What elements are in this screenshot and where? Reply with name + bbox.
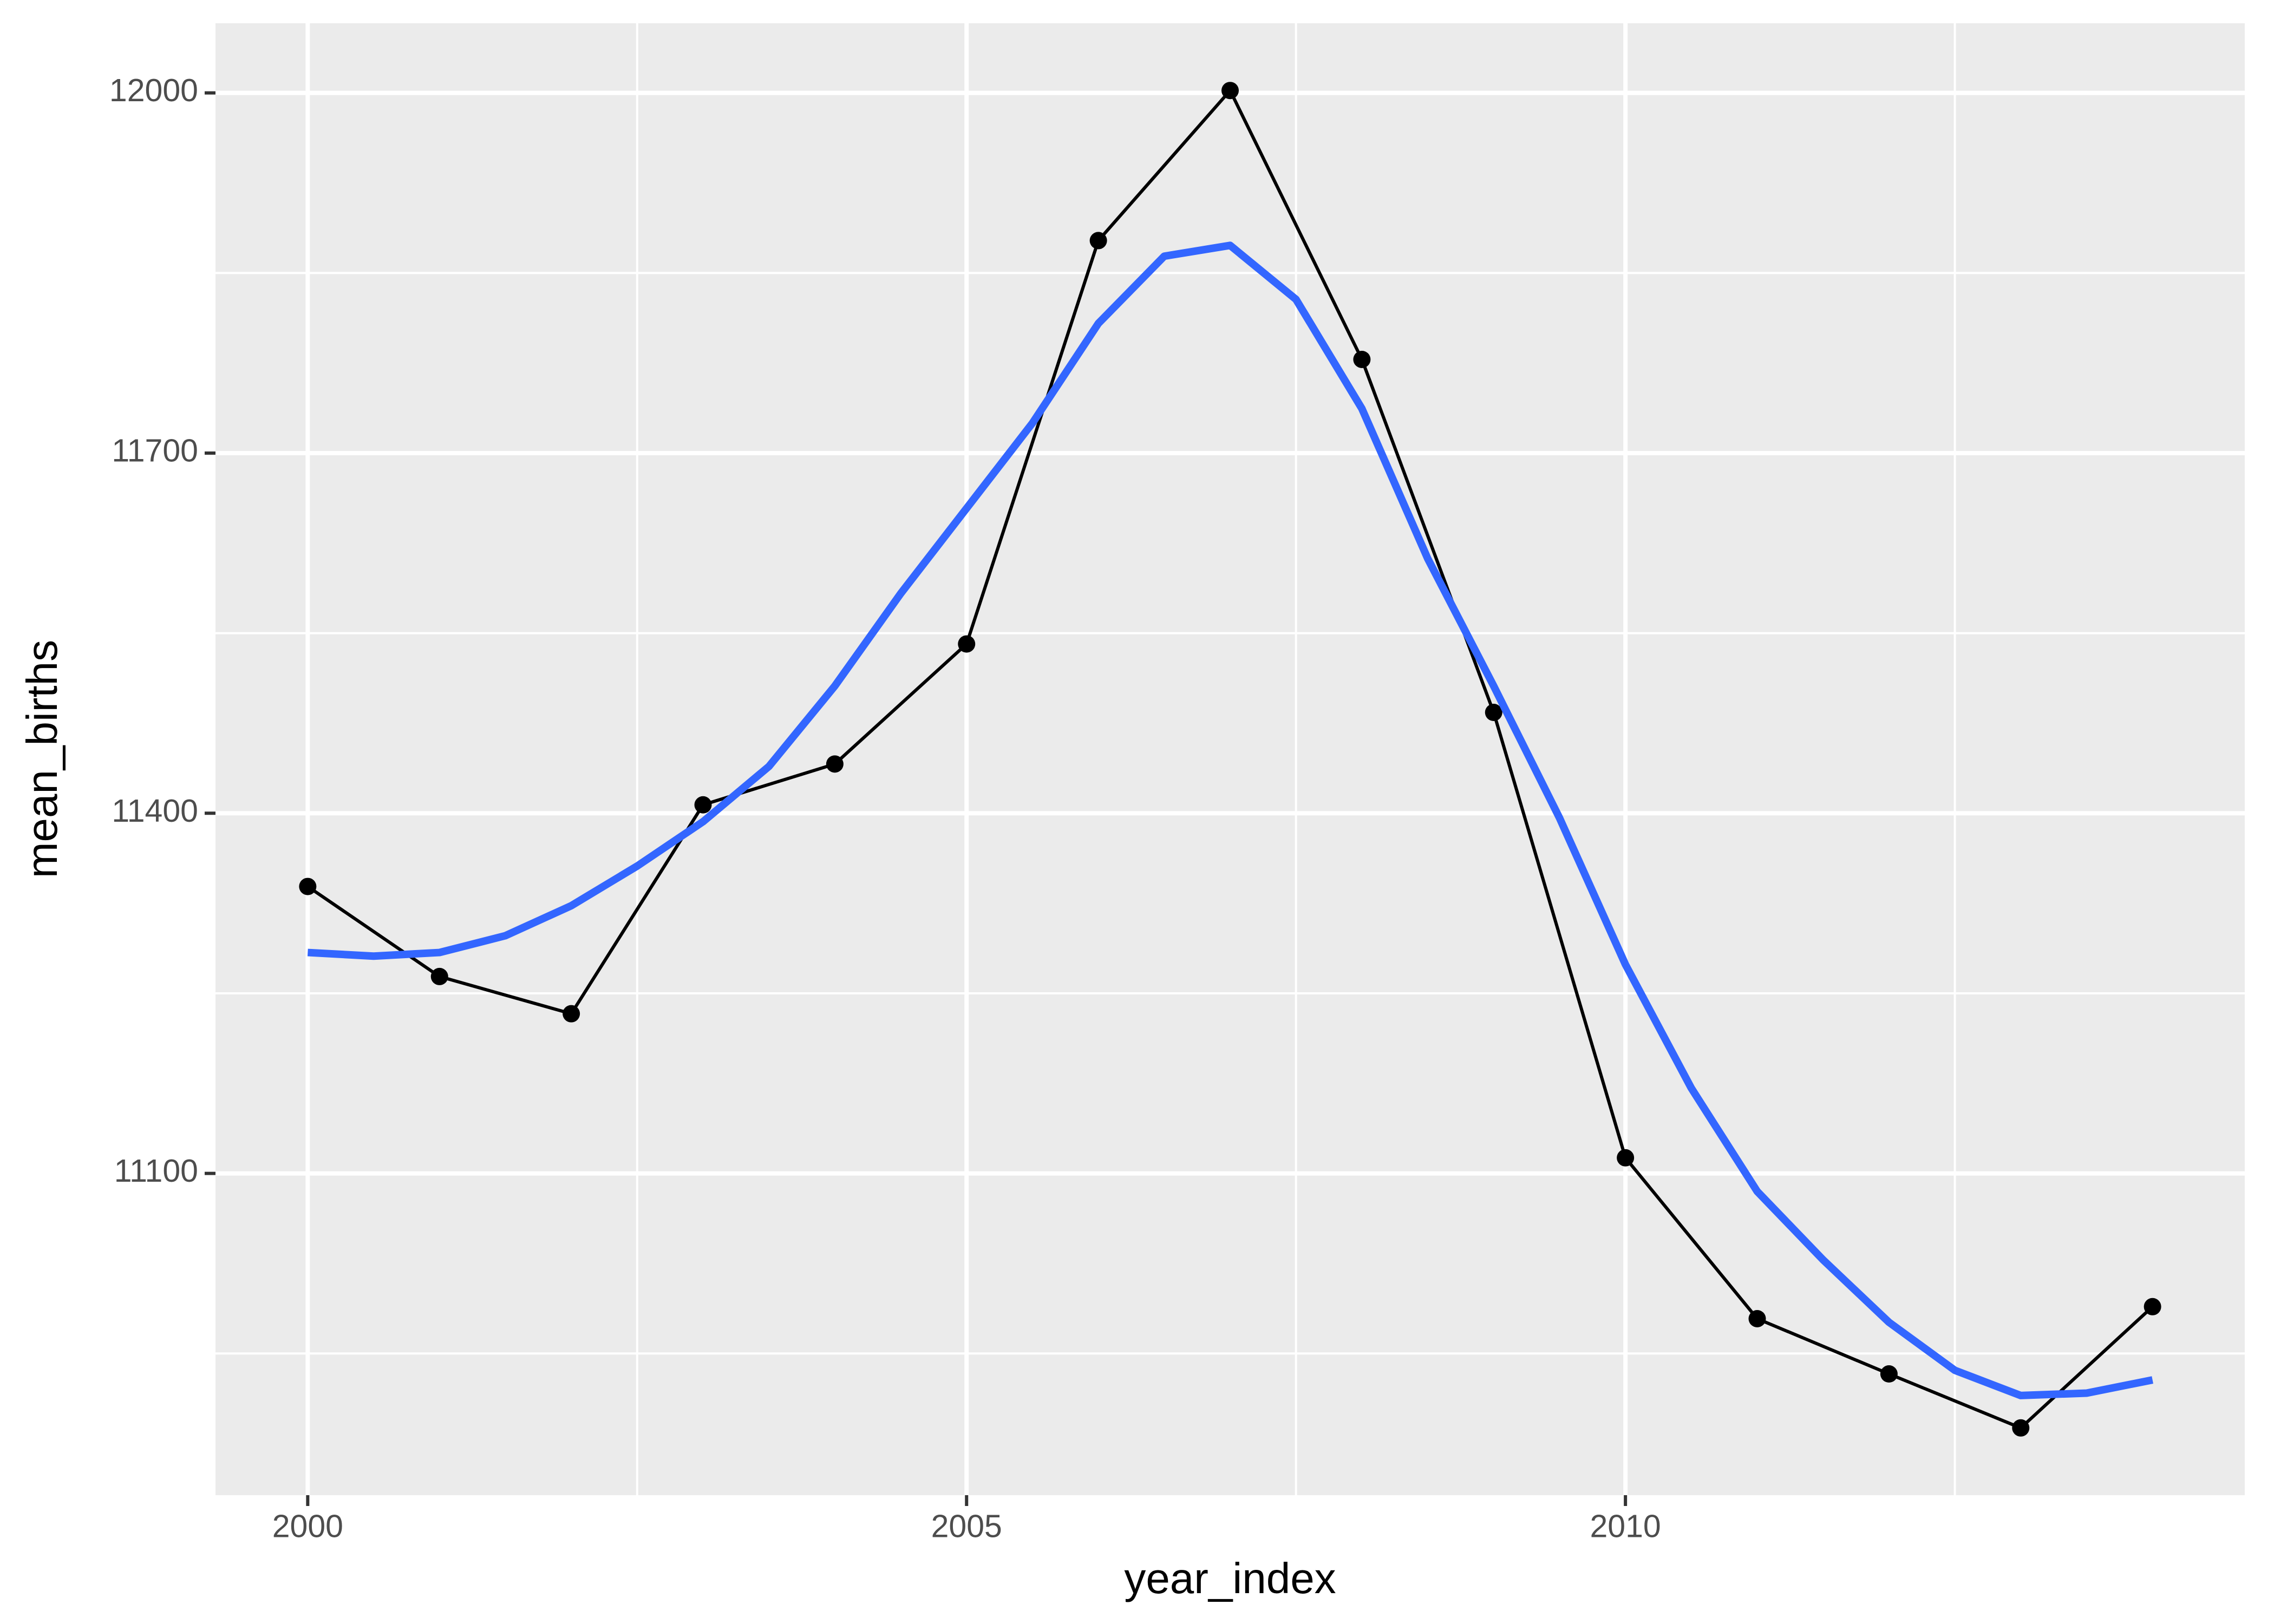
y-tick-label: 11100	[114, 1153, 198, 1189]
data-point	[563, 1005, 580, 1023]
data-point	[1880, 1365, 1898, 1383]
y-tick-label: 11400	[112, 793, 198, 829]
y-tick-label: 12000	[109, 73, 198, 108]
data-point	[430, 967, 448, 985]
data-point	[1617, 1149, 1635, 1167]
smooth-line	[307, 241, 2154, 1399]
data-point	[1353, 350, 1371, 368]
data-point	[2144, 1298, 2161, 1315]
data-point	[1485, 704, 1502, 722]
panel	[215, 23, 2245, 1495]
data-point	[1748, 1309, 1766, 1327]
data-point	[1089, 232, 1107, 250]
data-point	[694, 796, 712, 814]
axes: 2000 2005 2010 11100 11400 11700 12000	[109, 73, 1661, 1544]
data-point	[826, 755, 844, 773]
data-point	[299, 878, 317, 895]
data-point	[958, 635, 976, 653]
y-axis-title: mean_births	[18, 640, 66, 878]
y-tick-label: 11700	[112, 433, 198, 469]
data-point	[2012, 1419, 2030, 1437]
x-tick-label: 2005	[931, 1509, 1002, 1544]
x-tick-label: 2010	[1590, 1509, 1661, 1544]
data-point	[1221, 82, 1239, 100]
x-axis-title: year_index	[1124, 1554, 1336, 1602]
x-tick-label: 2000	[272, 1509, 343, 1544]
marks	[299, 82, 2161, 1437]
